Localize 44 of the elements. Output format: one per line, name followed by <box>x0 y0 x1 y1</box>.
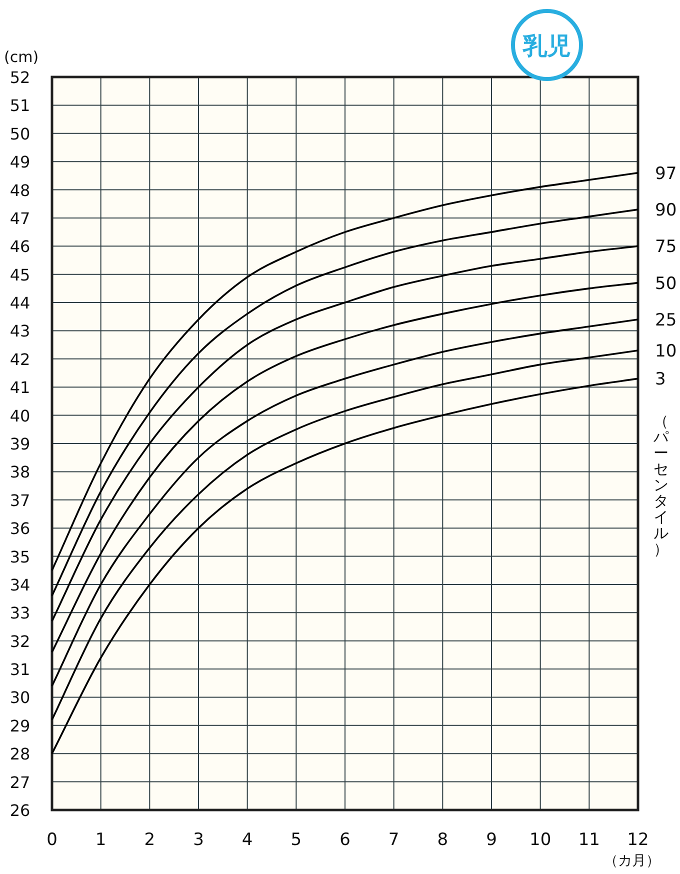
y-tick-label: 28 <box>10 744 30 764</box>
y-tick-label: 29 <box>10 716 30 736</box>
y-tick-label: 49 <box>10 152 30 172</box>
x-tick-label: 3 <box>193 830 204 850</box>
y-tick-label: 30 <box>10 688 30 708</box>
x-tick-label: 7 <box>388 830 400 850</box>
chart-title: 乳児 <box>522 32 571 60</box>
x-tick-label: 0 <box>46 830 58 850</box>
y-tick-label: 37 <box>10 490 30 510</box>
y-tick-label: 36 <box>10 519 30 538</box>
y-tick-label: 26 <box>10 801 30 820</box>
y-tick-label: 33 <box>10 604 30 623</box>
y-tick-label: 44 <box>10 294 30 313</box>
y-tick-label: 38 <box>10 462 30 482</box>
y-tick-label: 45 <box>10 265 30 284</box>
y-tick-label: 47 <box>10 208 30 228</box>
y-tick-label: 31 <box>10 660 30 680</box>
y-tick-label: 32 <box>10 632 30 651</box>
x-tick-label: 8 <box>437 830 448 850</box>
y-tick-label: 39 <box>10 434 30 454</box>
x-tick-label: 2 <box>144 830 156 850</box>
x-tick-label: 6 <box>340 830 350 850</box>
y-tick-label: 27 <box>10 772 30 792</box>
x-tick-label: 11 <box>578 830 600 850</box>
x-tick-label: 10 <box>530 830 552 850</box>
y-tick-label: 35 <box>10 547 30 566</box>
x-tick-label: 4 <box>242 830 253 850</box>
y2-axis-title: （パーセンタイル） <box>654 412 668 558</box>
x-axis-title: （カ月） <box>604 853 660 869</box>
y-tick-label: 43 <box>10 322 30 341</box>
y-tick-label: 40 <box>10 406 30 426</box>
y-tick-label: 51 <box>10 96 30 116</box>
x-tick-label: 1 <box>95 830 106 850</box>
y-tick-label: 41 <box>10 378 30 398</box>
y-tick-label: 52 <box>10 68 30 87</box>
y-axis-title: (cm) <box>4 48 39 66</box>
y-tick-label: 46 <box>10 237 30 256</box>
y-tick-label: 42 <box>10 350 30 369</box>
y-tick-label: 34 <box>10 575 30 594</box>
x-tick-label: 9 <box>486 830 497 850</box>
y-tick-label: 48 <box>10 180 30 200</box>
y-tick-label: 50 <box>10 124 30 144</box>
x-tick-label: 12 <box>627 830 649 850</box>
x-tick-label: 5 <box>290 830 302 850</box>
